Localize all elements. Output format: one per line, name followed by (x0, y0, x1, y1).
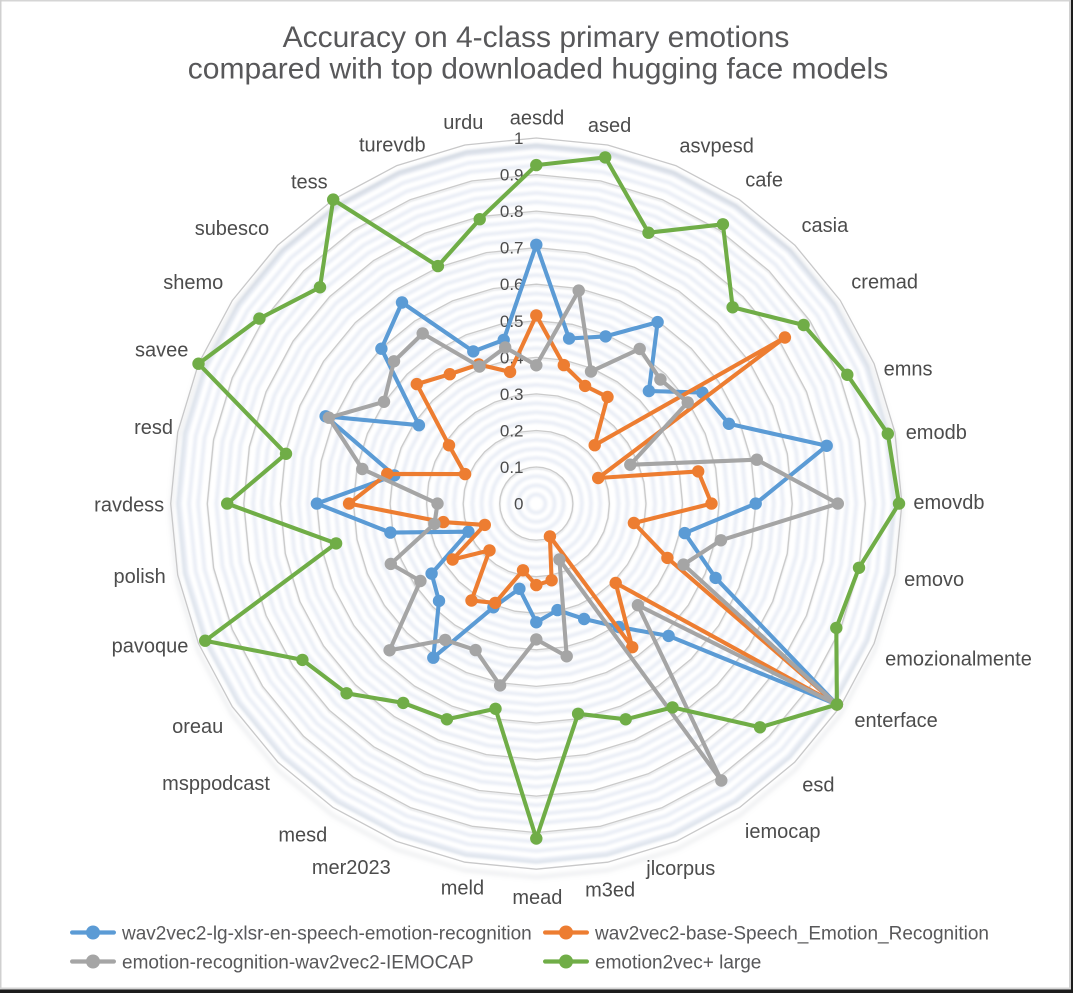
svg-text:0.6: 0.6 (500, 275, 524, 294)
svg-text:0.3: 0.3 (500, 385, 524, 404)
svg-text:pavoque: pavoque (112, 636, 189, 658)
svg-text:0.2: 0.2 (500, 422, 524, 441)
svg-text:compared with top downloaded h: compared with top downloaded hugging fac… (188, 53, 888, 86)
svg-text:0.8: 0.8 (500, 202, 524, 221)
svg-text:aesdd: aesdd (510, 108, 565, 130)
svg-text:esd: esd (802, 774, 834, 796)
svg-text:meld: meld (441, 877, 484, 899)
svg-text:emodb: emodb (906, 422, 967, 444)
svg-text:subesco: subesco (195, 218, 270, 240)
svg-text:shemo: shemo (163, 272, 223, 294)
svg-text:cremad: cremad (851, 272, 918, 294)
svg-text:casia: casia (802, 215, 850, 237)
svg-text:wav2vec2-lg-xlsr-en-speech-emo: wav2vec2-lg-xlsr-en-speech-emotion-recog… (121, 924, 532, 945)
svg-text:0: 0 (514, 495, 523, 514)
svg-text:tess: tess (291, 172, 328, 194)
svg-text:savee: savee (135, 340, 188, 362)
svg-text:emns: emns (884, 359, 933, 381)
svg-text:polish: polish (114, 566, 166, 588)
svg-text:wav2vec2-base-Speech_Emotion_R: wav2vec2-base-Speech_Emotion_Recognition (594, 924, 989, 945)
svg-text:ravdess: ravdess (94, 495, 164, 517)
svg-text:0.1: 0.1 (500, 458, 524, 477)
svg-text:cafe: cafe (745, 170, 783, 192)
svg-text:oreau: oreau (172, 716, 223, 738)
svg-text:msppodcast: msppodcast (162, 773, 270, 795)
svg-text:emotion-recognition-wav2vec2-I: emotion-recognition-wav2vec2-IEMOCAP (122, 953, 474, 974)
svg-text:enterface: enterface (854, 710, 937, 732)
svg-text:emovo: emovo (904, 569, 964, 591)
svg-text:ased: ased (588, 115, 631, 137)
svg-text:m3ed: m3ed (585, 879, 635, 901)
svg-text:resd: resd (134, 417, 173, 439)
svg-text:asvpesd: asvpesd (679, 136, 754, 158)
svg-text:mead: mead (512, 887, 562, 909)
svg-text:urdu: urdu (443, 112, 483, 134)
svg-text:0.7: 0.7 (500, 239, 524, 258)
svg-text:iemocap: iemocap (745, 821, 821, 843)
svg-text:0.9: 0.9 (500, 166, 524, 185)
svg-text:turevdb: turevdb (359, 135, 426, 157)
svg-text:mer2023: mer2023 (312, 857, 391, 879)
svg-text:emovdb: emovdb (913, 492, 984, 514)
svg-text:emozionalmente: emozionalmente (885, 649, 1032, 671)
svg-text:emotion2vec+ large: emotion2vec+ large (595, 953, 761, 974)
svg-text:jlcorpus: jlcorpus (645, 858, 715, 880)
svg-text:1: 1 (514, 129, 523, 148)
svg-text:mesd: mesd (278, 825, 327, 847)
svg-text:Accuracy on 4-class primary em: Accuracy on 4-class primary emotions (283, 21, 790, 54)
